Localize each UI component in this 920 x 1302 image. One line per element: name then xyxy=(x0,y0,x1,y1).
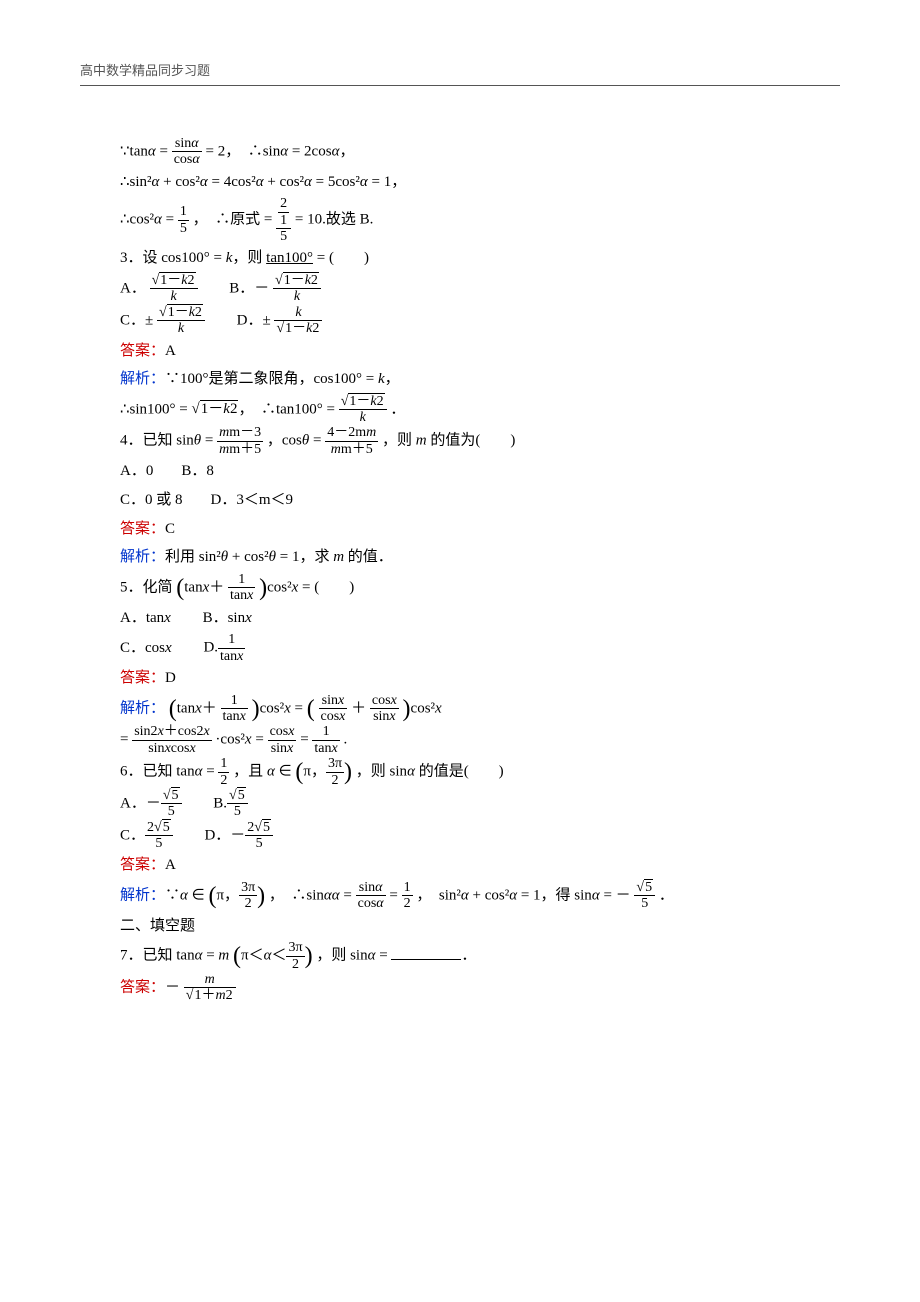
q5-analysis-2: = sin2x＋cos2xsinxcosx ·cos²x = cosxsinx … xyxy=(120,724,840,756)
q7-stem: 7．已知 tanα = m (π＜α＜3π2) ，则 sinα = ． xyxy=(120,940,840,972)
q6-answer: 答案：A xyxy=(120,851,840,880)
q5-opts-row2: C．cosx D.1tanx xyxy=(120,632,840,664)
q6-opts-row1: A．－55 B.55 xyxy=(120,788,840,820)
content-body: ∵tanα = sinαcosα = 2， ∴sinα = 2cosα， ∴si… xyxy=(80,136,840,1004)
q4-opts-row2: C．0 或 8D．3＜m＜9 xyxy=(120,486,840,515)
pre-line-2: ∴sin²α + cos²α = 4cos²α + cos²α = 5cos²α… xyxy=(120,168,840,197)
q6-stem: 6．已知 tanα = 12 ，且 α ∈ (π，3π2) ，则 sinα 的值… xyxy=(120,756,840,788)
q3-answer: 答案：A xyxy=(120,337,840,366)
q4-analysis: 解析：利用 sin²θ + cos²θ = 1，求 m 的值． xyxy=(120,543,840,572)
q4-stem: 4．已知 sinθ = mm－3mm＋5 ，cosθ = 4－2mmmm＋5 ，… xyxy=(120,425,840,457)
q5-analysis-1: 解析： (tanx＋ 1tanx )cos²x = ( sinxcosx ＋ c… xyxy=(120,693,840,725)
q3-analysis-2: ∴sin100° = 1－k2， ∴tan100° = 1－k2k ． xyxy=(120,394,840,426)
q5-opts-row1: A．tanx B．sinx xyxy=(120,603,840,632)
pre-line-3: ∴cos²α = 15 ， ∴原式 = 215 = 10.故选 B. xyxy=(120,196,840,244)
q4-answer: 答案：C xyxy=(120,515,840,544)
q3-opts-row2: C．± 1－k2k D．± k1－k2 xyxy=(120,305,840,337)
q3-stem: 3．设 cos100° = k，则 tan100° = ( ) xyxy=(120,244,840,273)
pre-line-1: ∵tanα = sinαcosα = 2， ∴sinα = 2cosα， xyxy=(120,136,840,168)
section-2-heading: 二、填空题 xyxy=(120,912,840,941)
q4-opts-row1: A．0B．8 xyxy=(120,457,840,486)
q3-analysis-1: 解析：∵100°是第二象限角，cos100° = k， xyxy=(120,365,840,394)
q7-answer: 答案：－ m1＋m2 xyxy=(120,972,840,1004)
q3-opts-row1: A． 1－k2k B．－ 1－k2k xyxy=(120,273,840,305)
q6-opts-row2: C．255 D．－255 xyxy=(120,820,840,852)
q5-stem: 5．化简 (tanx＋ 1tanx )cos²x = ( ) xyxy=(120,572,840,604)
q5-answer: 答案：D xyxy=(120,664,840,693)
fill-blank xyxy=(391,944,461,960)
page-header: 高中数学精品同步习题 xyxy=(80,60,840,86)
q6-analysis: 解析：∵α ∈ (π，3π2) ， ∴sinαα = sinαcosα = 12… xyxy=(120,880,840,912)
